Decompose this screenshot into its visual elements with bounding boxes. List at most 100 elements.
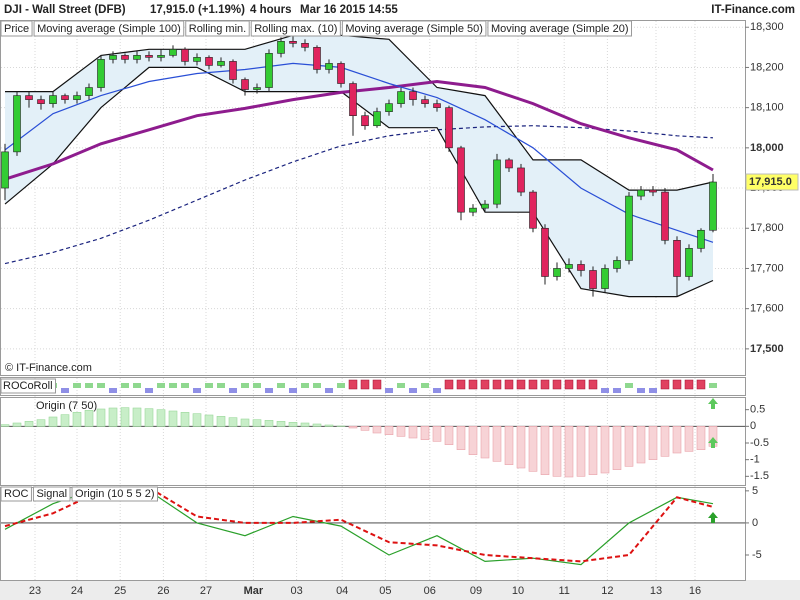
signal-square <box>576 379 586 390</box>
signal-square <box>612 388 621 393</box>
bar <box>612 426 622 470</box>
line-series <box>4 79 714 181</box>
y-tick-label: -0.5 <box>750 437 769 449</box>
bar <box>156 409 166 427</box>
legend-entry: Rolling min. <box>189 23 246 35</box>
bar <box>348 426 358 429</box>
signal-square <box>156 383 165 388</box>
bar <box>84 410 94 427</box>
bar <box>636 426 646 464</box>
bar <box>0 424 10 427</box>
copyright: © IT-Finance.com <box>5 362 92 374</box>
panel-label: ROCoRoll <box>3 380 53 392</box>
candle-body <box>613 260 621 269</box>
bar <box>312 423 322 427</box>
bar <box>444 426 454 445</box>
bar <box>120 407 130 427</box>
signal-square <box>504 379 514 390</box>
candle-body <box>157 55 165 58</box>
signal-square <box>96 383 105 388</box>
candle-body <box>253 87 261 90</box>
signal-square <box>372 379 382 390</box>
y-tick-label: -5 <box>752 549 762 561</box>
bar <box>480 426 490 459</box>
signal-square <box>144 388 153 393</box>
signal-square <box>204 383 213 388</box>
y-tick-label: 0.5 <box>750 404 765 416</box>
candle-body <box>313 47 321 70</box>
candle-body <box>433 103 441 108</box>
signal-square <box>168 383 177 388</box>
x-tick-label: Mar <box>244 585 264 597</box>
candle-body <box>169 49 177 56</box>
symbol: DJI - Wall Street (DFB) <box>4 4 126 16</box>
legend-box <box>0 20 33 37</box>
y-tick-label: 0 <box>750 420 756 432</box>
bar <box>360 426 370 431</box>
signal-square <box>600 388 609 393</box>
candle-body <box>565 264 573 269</box>
legend-box <box>341 20 487 37</box>
bar <box>516 426 526 469</box>
candle-body <box>73 95 81 100</box>
bar <box>60 414 70 427</box>
bar <box>456 426 466 450</box>
x-tick-label: 05 <box>379 585 391 597</box>
bar <box>552 426 562 477</box>
signal-square <box>360 379 370 390</box>
candle-body <box>397 91 405 104</box>
bar <box>660 426 670 457</box>
x-tick-label: 27 <box>200 585 212 597</box>
bar <box>492 426 502 462</box>
bar <box>528 426 538 472</box>
origin-frame <box>0 397 746 486</box>
signal-square <box>432 388 441 393</box>
x-tick-label: 10 <box>512 585 524 597</box>
bar <box>396 426 406 437</box>
bar <box>96 408 106 427</box>
signal-square <box>492 379 502 390</box>
signal-square <box>528 379 538 390</box>
signal-square <box>132 383 141 388</box>
signal-square <box>120 383 129 388</box>
signal-square <box>240 383 249 388</box>
candle-body <box>1 151 9 189</box>
bar <box>408 426 418 439</box>
candle-body <box>217 61 225 66</box>
line-series <box>4 125 714 265</box>
signal-square <box>312 383 321 388</box>
candle-body <box>265 53 273 88</box>
candle-body <box>289 41 297 44</box>
signal-square <box>276 383 285 388</box>
x-tick-label: 16 <box>689 585 701 597</box>
arrow-icon <box>708 437 718 448</box>
bar <box>600 426 610 474</box>
legend-entry: Price <box>4 23 29 35</box>
y-tick-label: 5 <box>752 485 758 497</box>
x-tick-label: 04 <box>336 585 348 597</box>
signal-square <box>456 379 466 390</box>
price-tag <box>745 173 799 191</box>
candle-body <box>13 95 21 153</box>
bar <box>468 426 478 455</box>
bar <box>624 426 634 467</box>
candle-body <box>469 207 477 213</box>
x-tick-label: 09 <box>470 585 482 597</box>
legend-box <box>185 20 250 37</box>
candle-body <box>337 63 345 84</box>
candle-body <box>277 41 285 54</box>
arrow-icon <box>708 398 718 409</box>
signal-square <box>672 379 682 390</box>
signal-square <box>588 379 598 390</box>
candle-body <box>361 115 369 127</box>
signal-square <box>696 379 706 390</box>
bar <box>12 422 22 427</box>
x-tick-label: 12 <box>601 585 613 597</box>
interval: 4 hours <box>250 4 292 16</box>
signal-square <box>61 388 70 393</box>
rolling-band <box>5 35 713 297</box>
signal-square <box>192 388 201 393</box>
site: IT-Finance.com <box>711 4 795 16</box>
bar <box>432 426 442 442</box>
bar <box>564 426 574 478</box>
